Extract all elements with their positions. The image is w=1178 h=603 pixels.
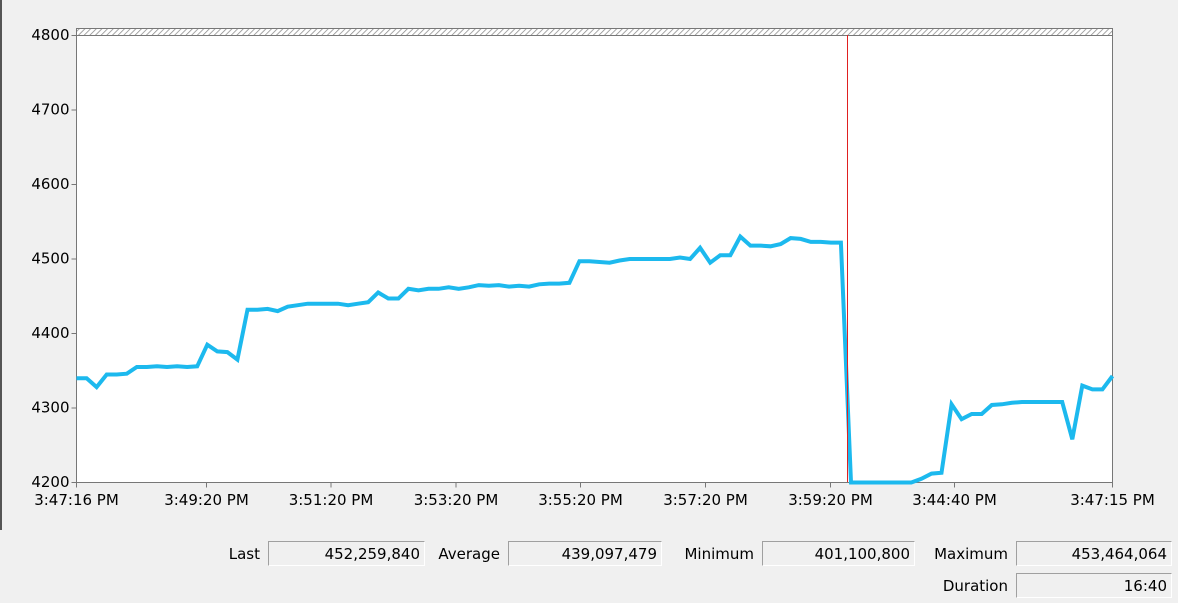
stat-label: Maximum [934,545,1008,563]
y-tick-label: 4700 [31,101,69,119]
y-tick-label: 4600 [31,175,69,193]
chart: 4200 4300 4400 4500 4600 4700 4800 3:47:16 PM 3:… [0,0,1155,530]
hatch-strip [76,28,1113,36]
stat-label: Last [228,545,260,563]
x-tick-label: 3:49:20 PM [164,491,249,509]
stat-label: Duration [942,577,1008,595]
y-tick-label: 4800 [31,26,69,44]
x-tick-label: 3:47:16 PM [34,491,119,509]
y-tick-label: 4500 [31,250,69,268]
x-tick-label: 3:51:20 PM [289,491,374,509]
x-tick-label: 3:55:20 PM [538,491,623,509]
x-tick-label: 3:57:20 PM [663,491,748,509]
x-tick-label: 3:53:20 PM [414,491,499,509]
y-tick-label: 4400 [31,324,69,342]
stat-value: 452,259,840 [268,541,425,566]
series-line [76,233,1115,485]
plot-area [76,35,1113,483]
stat-value: 16:40 [1016,573,1172,598]
stat-value: 401,100,800 [762,541,915,566]
window-edge [0,0,2,530]
y-tick-label: 4200 [31,473,69,491]
y-tick-label: 4300 [31,399,69,417]
x-tick-label: 3:59:20 PM [788,491,873,509]
x-tick-label: 3:44:40 PM [912,491,997,509]
x-tick-label: 3:47:15 PM [1070,491,1155,509]
stat-label: Minimum [684,545,754,563]
stat-value: 453,464,064 [1016,541,1172,566]
stat-value: 439,097,479 [508,541,662,566]
stat-label: Average [438,545,500,563]
